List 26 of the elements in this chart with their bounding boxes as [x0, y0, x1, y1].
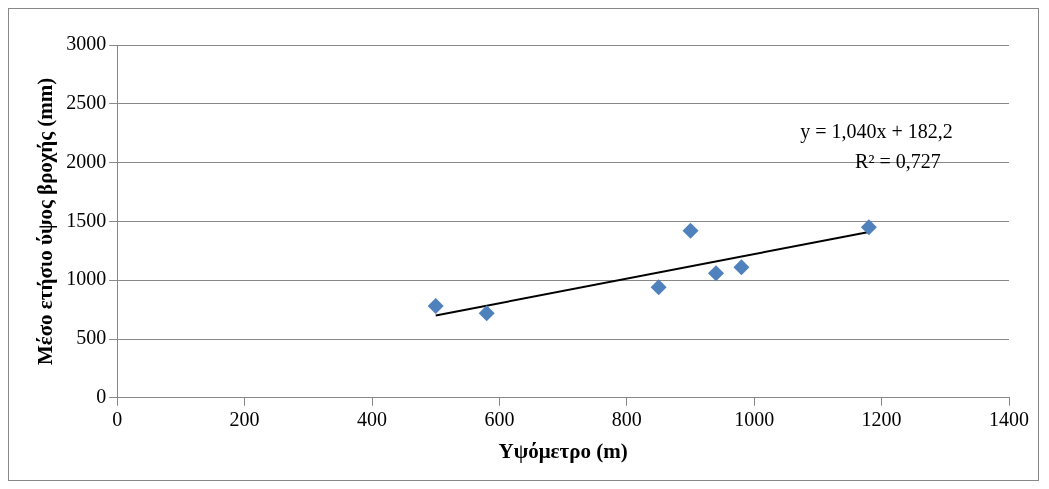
y-axis-title: Μέσο ετήσιο ύψος βροχής (mm): [33, 77, 58, 366]
y-tick-label: 2500: [66, 91, 107, 114]
x-tick-label: 1000: [734, 408, 775, 431]
annotation: R² = 0,727: [855, 150, 941, 173]
point: [860, 219, 877, 236]
point: [707, 265, 724, 282]
y-tick-label: 2000: [66, 149, 107, 172]
point: [427, 298, 444, 315]
x-tick-label: 800: [611, 408, 642, 431]
y-tick-label: 0: [96, 385, 107, 408]
x-axis-title: Υψόμετρο (m): [498, 438, 628, 463]
annotation: y = 1,040x + 182,2: [800, 120, 953, 144]
x-tick-label: 1200: [861, 408, 902, 431]
x-tick-label: 400: [357, 408, 387, 431]
y-tick-label: 1500: [66, 208, 107, 231]
point: [733, 259, 750, 276]
y-tick-label: 500: [76, 326, 107, 349]
point: [478, 305, 495, 322]
x-tick-label: 1400: [989, 408, 1029, 431]
x-tick-label: 0: [112, 408, 123, 431]
y-tick-label: 1000: [66, 267, 107, 290]
point: [682, 222, 699, 239]
x-tick-label: 600: [484, 408, 515, 431]
x-tick-label: 200: [229, 408, 260, 431]
point: [650, 279, 667, 296]
y-tick-label: 3000: [66, 32, 107, 55]
